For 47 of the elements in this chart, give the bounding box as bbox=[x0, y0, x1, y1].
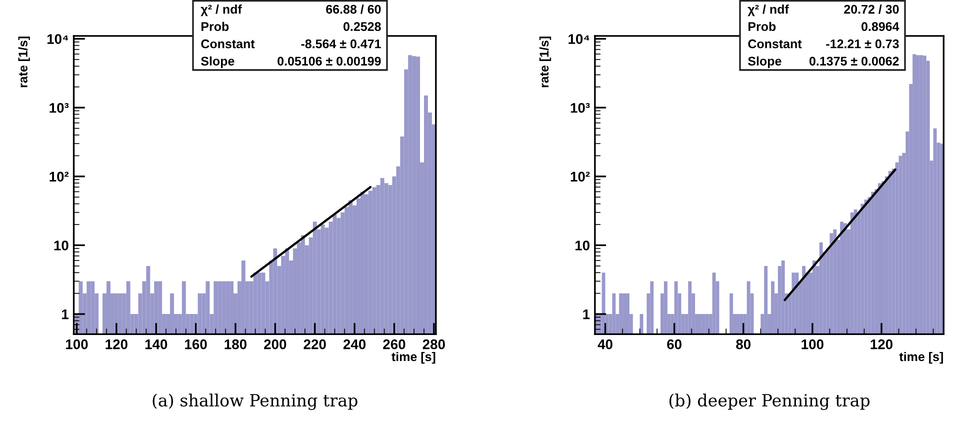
text: χ² / ndf bbox=[748, 4, 789, 16]
x-axis-title: time [s] bbox=[899, 352, 943, 364]
annotation: -8.564 ± 0.471 bbox=[301, 39, 381, 48]
y-axis-title: rate [1/s] bbox=[539, 36, 552, 88]
annotation: 0.05106 ± 0.00199 bbox=[278, 56, 381, 66]
text: 0.2528 bbox=[344, 22, 381, 31]
x-tick-label: 80 bbox=[736, 339, 751, 350]
x-tick-label: 180 bbox=[224, 339, 246, 350]
x-tick-label: 60 bbox=[667, 339, 682, 350]
text: 0.8964 bbox=[862, 22, 900, 31]
y-tick-label: 10⁴ bbox=[568, 34, 590, 44]
annotation: Constant bbox=[201, 39, 255, 48]
text: 20.72 / 30 bbox=[844, 4, 899, 14]
x-tick-label: 240 bbox=[343, 339, 366, 350]
annotation: 0.1375 ± 0.0062 bbox=[809, 56, 899, 66]
x-tick-label: 260 bbox=[383, 339, 406, 350]
x-tick-label: 160 bbox=[185, 339, 207, 350]
y-tick-label: 10³ bbox=[50, 102, 69, 113]
y-tick-label: 10 bbox=[54, 240, 68, 250]
text: Prob bbox=[202, 22, 229, 31]
x-tick-label: 100 bbox=[802, 339, 824, 350]
text: χ² / ndf bbox=[200, 4, 242, 16]
y-tick-label: 10 bbox=[575, 240, 590, 250]
x-tick-label: 140 bbox=[145, 339, 168, 350]
x-tick-label: 120 bbox=[106, 339, 128, 350]
y-tick-label: 10³ bbox=[570, 102, 590, 113]
y-tick-label: 1 bbox=[583, 310, 590, 320]
text: 66.88 / 60 bbox=[326, 4, 381, 14]
annotation: -12.21 ± 0.73 bbox=[826, 39, 899, 48]
annotation: Slope bbox=[748, 56, 782, 68]
annotation: Constant bbox=[748, 39, 802, 48]
x-tick-label: 200 bbox=[264, 339, 286, 350]
x-tick-label: 280 bbox=[422, 339, 445, 350]
text: Prob bbox=[748, 22, 776, 31]
y-axis-title: rate [1/s] bbox=[18, 36, 30, 88]
y-tick-label: 10⁴ bbox=[47, 34, 68, 44]
x-tick-label: 120 bbox=[870, 339, 892, 350]
x-axis-title: time [s] bbox=[392, 352, 436, 364]
x-tick-label: 40 bbox=[598, 339, 612, 350]
y-tick-label: 1 bbox=[62, 310, 69, 320]
x-tick-label: 100 bbox=[66, 339, 88, 350]
text: (b) deeper Penning trap bbox=[669, 394, 870, 410]
y-tick-label: 10² bbox=[50, 172, 69, 182]
y-tick-label: 10² bbox=[570, 172, 590, 182]
text: (a) shallow Penning trap bbox=[152, 394, 358, 410]
annotation: Slope bbox=[201, 56, 234, 68]
x-tick-label: 220 bbox=[304, 339, 326, 350]
